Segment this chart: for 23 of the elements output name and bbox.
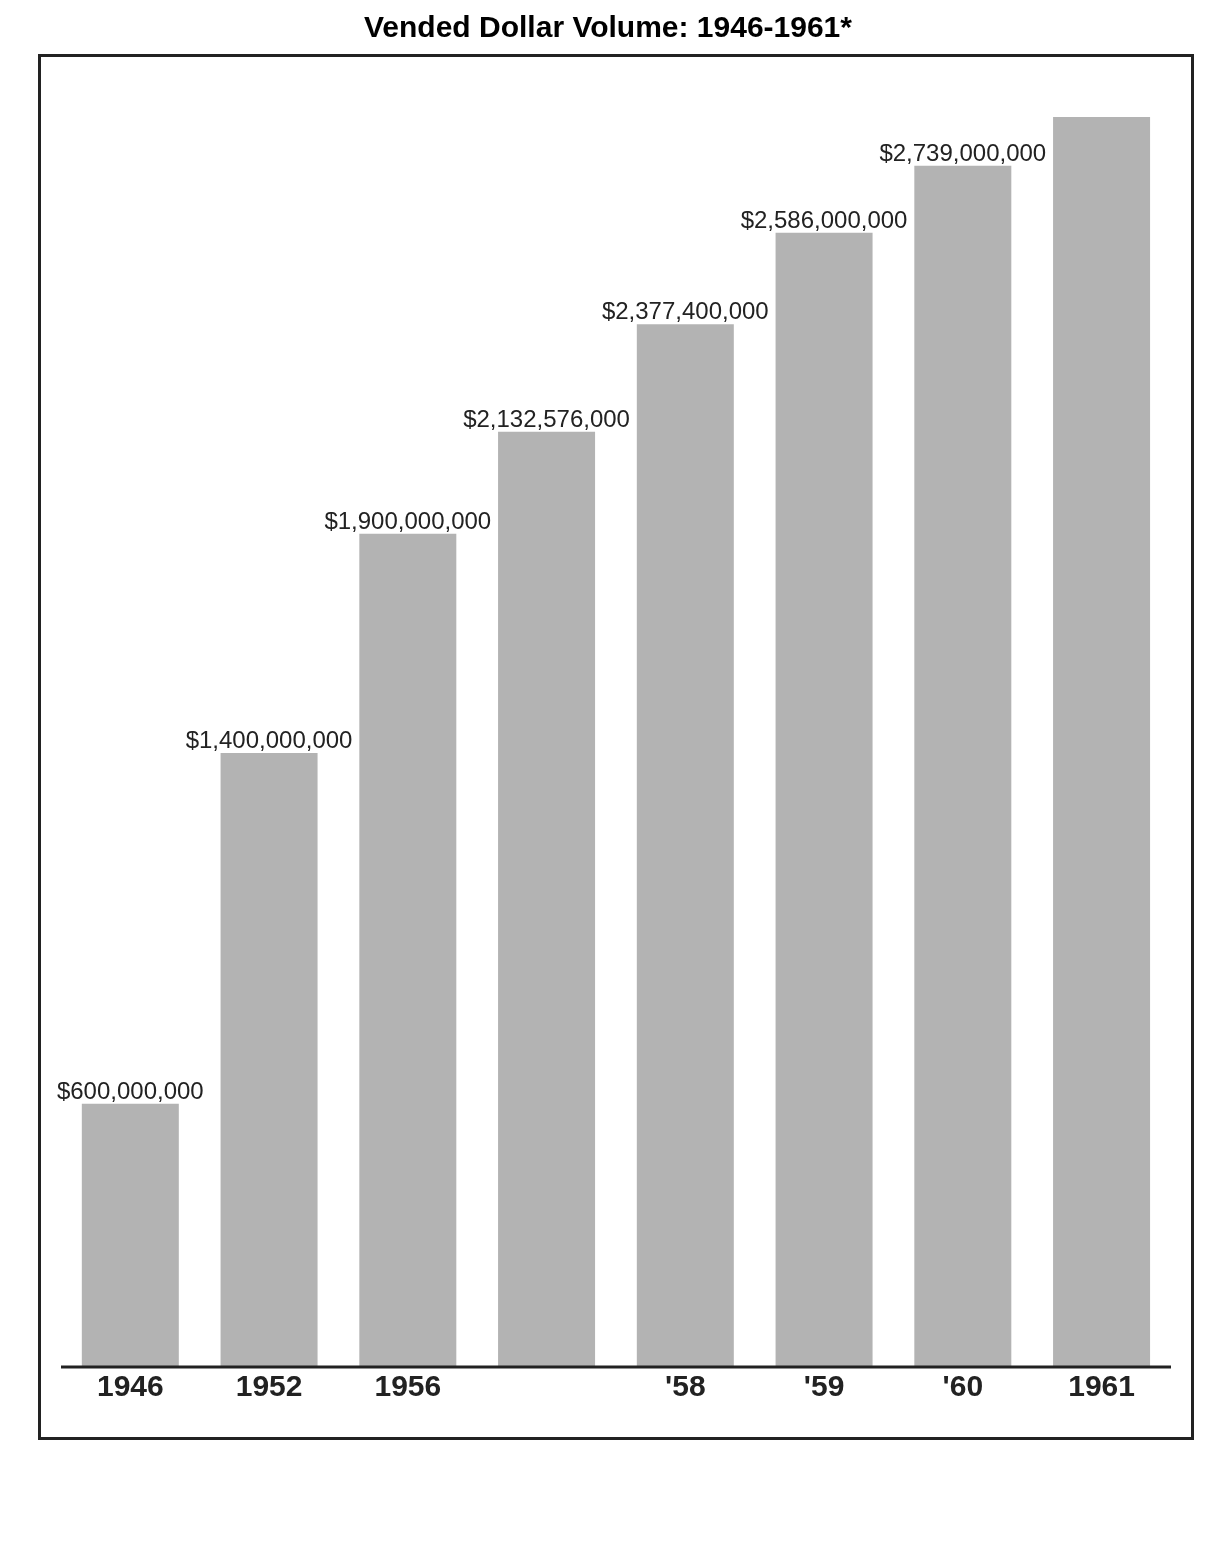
data-label: $1,400,000,000 (185, 725, 353, 753)
bar (498, 431, 596, 1367)
data-label: $2,586,000,000 (740, 205, 908, 233)
data-label: $1,900,000,000 (324, 506, 492, 534)
bar (775, 232, 873, 1367)
bar (81, 1103, 179, 1367)
x-tick-label: 1961 (1068, 1369, 1135, 1403)
data-label: $600,000,000 (56, 1076, 204, 1104)
x-tick-label: 1952 (235, 1369, 303, 1403)
data-label: $2,377,400,000 (601, 297, 769, 325)
chart-title: Vended Dollar Volume: 1946-1961* (363, 10, 853, 44)
x-tick-label: 1956 (374, 1369, 442, 1403)
data-label: $2,739,000,000 (879, 138, 1047, 166)
x-tick-label: '58 (665, 1369, 706, 1403)
bar (359, 533, 457, 1367)
bar (914, 165, 1012, 1367)
data-label: $2,132,576,000 (463, 404, 630, 432)
x-tick-label: 1946 (97, 1369, 164, 1403)
x-tick-label: '60 (942, 1369, 984, 1403)
x-tick-label: '59 (803, 1369, 845, 1403)
bar (636, 324, 734, 1367)
bar (1053, 117, 1151, 1367)
bar (220, 752, 318, 1367)
